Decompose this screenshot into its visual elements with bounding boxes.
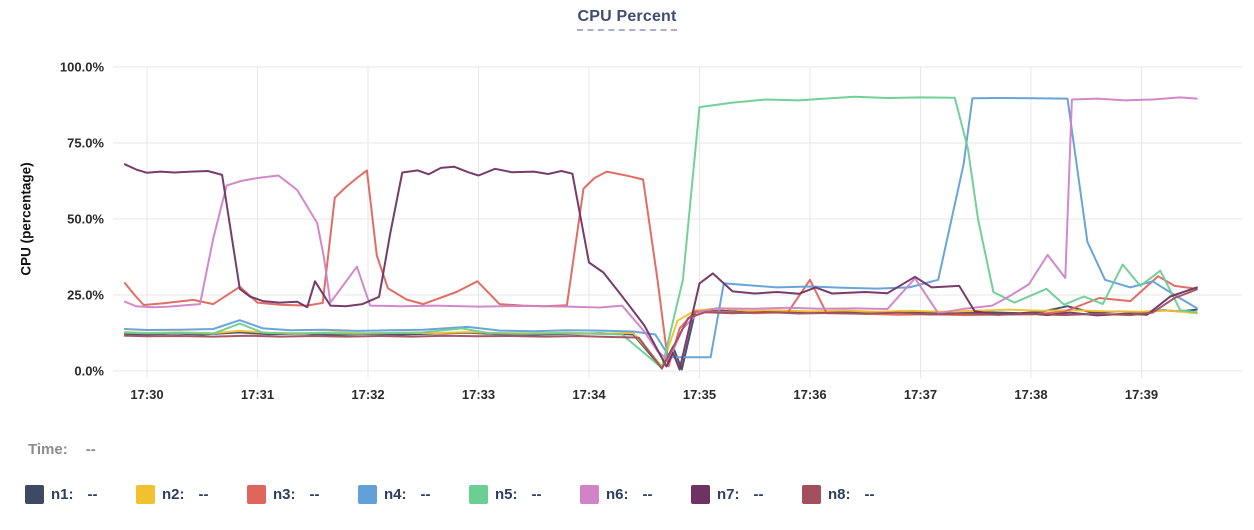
- legend-item-n6[interactable]: n6: --: [580, 485, 672, 504]
- legend-label-n3: n3:: [273, 486, 296, 503]
- x-tick-label: 17:37: [904, 387, 937, 402]
- series-line-n1: [123, 305, 1198, 371]
- legend-value-n4: --: [420, 486, 431, 503]
- legend-swatch-n3: [247, 485, 266, 504]
- legend-swatch-n8: [802, 485, 821, 504]
- y-tick-label: 100.0%: [60, 60, 105, 75]
- y-tick-label: 25.0%: [67, 288, 104, 303]
- legend-label-n7: n7:: [717, 486, 740, 503]
- legend-label-n1: n1:: [51, 486, 74, 503]
- legend-swatch-n7: [691, 485, 710, 504]
- legend-swatch-n6: [580, 485, 599, 504]
- series-line-n7: [123, 163, 1198, 371]
- legend-swatch-n5: [469, 485, 488, 504]
- legend-label-n8: n8:: [828, 486, 851, 503]
- series-line-n8: [123, 288, 1198, 370]
- legend-item-n4[interactable]: n4: --: [358, 485, 450, 504]
- x-tick-label: 17:35: [683, 387, 716, 402]
- y-tick-label: 50.0%: [67, 212, 104, 227]
- cpu-percent-chart[interactable]: 0.0% 25.0% 50.0% 75.0% 100.0% 17:30 17:31 17:32…: [0, 0, 1254, 425]
- legend-label-n4: n4:: [384, 486, 407, 503]
- x-tick-label: 17:36: [793, 387, 826, 402]
- legend-swatch-n1: [25, 485, 44, 504]
- legend-value-n3: --: [309, 486, 320, 503]
- x-tick-label: 17:33: [462, 387, 495, 402]
- legend-item-n1[interactable]: n1: --: [25, 485, 117, 504]
- x-tick-label: 17:38: [1014, 387, 1047, 402]
- legend-value-n6: --: [642, 486, 653, 503]
- y-tick-label: 0.0%: [74, 364, 104, 379]
- x-tick-label: 17:30: [130, 387, 163, 402]
- time-value: --: [85, 441, 96, 458]
- legend-swatch-n2: [136, 485, 155, 504]
- legend-item-n3[interactable]: n3: --: [247, 485, 339, 504]
- y-tick-label: 75.0%: [67, 136, 104, 151]
- legend-swatch-n4: [358, 485, 377, 504]
- legend-item-n5[interactable]: n5: --: [469, 485, 561, 504]
- x-tick-label: 17:39: [1125, 387, 1158, 402]
- series-line-n6: [123, 96, 1198, 362]
- legend-item-n2[interactable]: n2: --: [136, 485, 228, 504]
- legend-value-n8: --: [864, 486, 875, 503]
- legend-label-n2: n2:: [162, 486, 185, 503]
- time-row: Time: --: [28, 441, 96, 458]
- series-line-n5: [123, 95, 1198, 369]
- x-tick-label: 17:31: [241, 387, 274, 402]
- chart-title[interactable]: CPU Percent: [577, 8, 677, 31]
- legend-item-n8[interactable]: n8: --: [802, 485, 894, 504]
- legend: n1: -- n2: -- n3: -- n4: -- n5: -- n6: -- n7: -- n8: --: [25, 485, 913, 504]
- x-tick-label: 17:34: [572, 387, 606, 402]
- series-line-n4: [123, 97, 1198, 359]
- legend-value-n5: --: [531, 486, 542, 503]
- legend-label-n6: n6:: [606, 486, 629, 503]
- legend-value-n2: --: [198, 486, 209, 503]
- legend-item-n7[interactable]: n7: --: [691, 485, 783, 504]
- legend-value-n7: --: [753, 486, 764, 503]
- legend-value-n1: --: [87, 486, 98, 503]
- chart-title-wrap: CPU Percent: [0, 8, 1254, 31]
- time-label: Time:: [28, 441, 68, 458]
- x-tick-label: 17:32: [351, 387, 384, 402]
- legend-label-n5: n5:: [495, 486, 518, 503]
